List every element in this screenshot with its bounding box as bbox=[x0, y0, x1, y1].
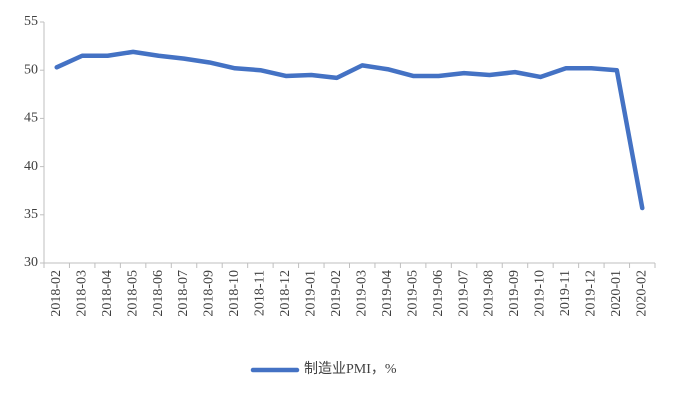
y-tick-label: 40 bbox=[24, 159, 38, 174]
x-tick-label: 2018-12 bbox=[278, 270, 293, 317]
x-tick-label: 2018-04 bbox=[100, 270, 115, 317]
x-tick-label: 2019-06 bbox=[431, 270, 446, 317]
x-tick-label: 2019-02 bbox=[329, 270, 344, 317]
x-tick-label: 2018-02 bbox=[49, 270, 64, 317]
x-tick-label: 2019-07 bbox=[456, 270, 471, 317]
legend-label: 制造业PMI，% bbox=[304, 361, 397, 377]
x-tick-label: 2019-11 bbox=[558, 270, 573, 316]
x-tick-label: 2018-07 bbox=[176, 270, 191, 317]
x-tick-label: 2019-08 bbox=[482, 270, 497, 317]
x-tick-label: 2019-04 bbox=[380, 270, 395, 317]
x-tick-label: 2019-10 bbox=[533, 270, 548, 317]
x-tick-label: 2019-12 bbox=[584, 270, 599, 317]
data-line bbox=[54, 49, 645, 211]
x-tick-label: 2018-06 bbox=[151, 270, 166, 317]
y-tick-label: 35 bbox=[24, 207, 38, 222]
y-tick-label: 55 bbox=[24, 14, 38, 29]
x-tick-label: 2019-03 bbox=[354, 270, 369, 317]
x-tick-label: 2018-03 bbox=[74, 270, 89, 317]
x-tick-label: 2020-01 bbox=[609, 270, 624, 317]
x-tick-label: 2018-09 bbox=[202, 270, 217, 317]
x-tick-label: 2019-01 bbox=[304, 270, 319, 317]
x-tick-label: 2019-09 bbox=[507, 270, 522, 317]
y-tick-label: 45 bbox=[24, 111, 38, 126]
x-tick-label: 2018-05 bbox=[125, 270, 140, 317]
x-tick-label: 2019-05 bbox=[405, 270, 420, 317]
y-tick-label: 30 bbox=[24, 255, 38, 270]
y-tick-label: 50 bbox=[24, 62, 38, 77]
x-tick-label: 2018-11 bbox=[253, 270, 268, 316]
x-tick-label: 2020-02 bbox=[634, 270, 649, 317]
x-tick-label: 2018-10 bbox=[227, 270, 242, 317]
